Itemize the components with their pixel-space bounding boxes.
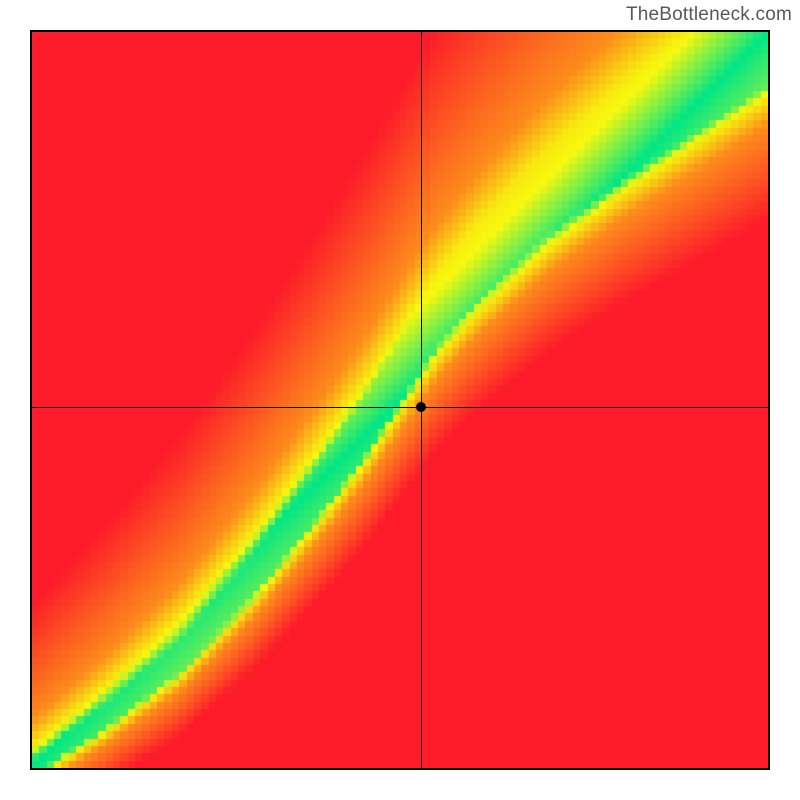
- heatmap-canvas: [32, 32, 768, 768]
- crosshair-horizontal: [32, 407, 768, 408]
- crosshair-marker: [416, 402, 426, 412]
- heatmap-plot: [30, 30, 770, 770]
- crosshair-vertical: [421, 32, 422, 768]
- watermark-text: TheBottleneck.com: [626, 4, 792, 26]
